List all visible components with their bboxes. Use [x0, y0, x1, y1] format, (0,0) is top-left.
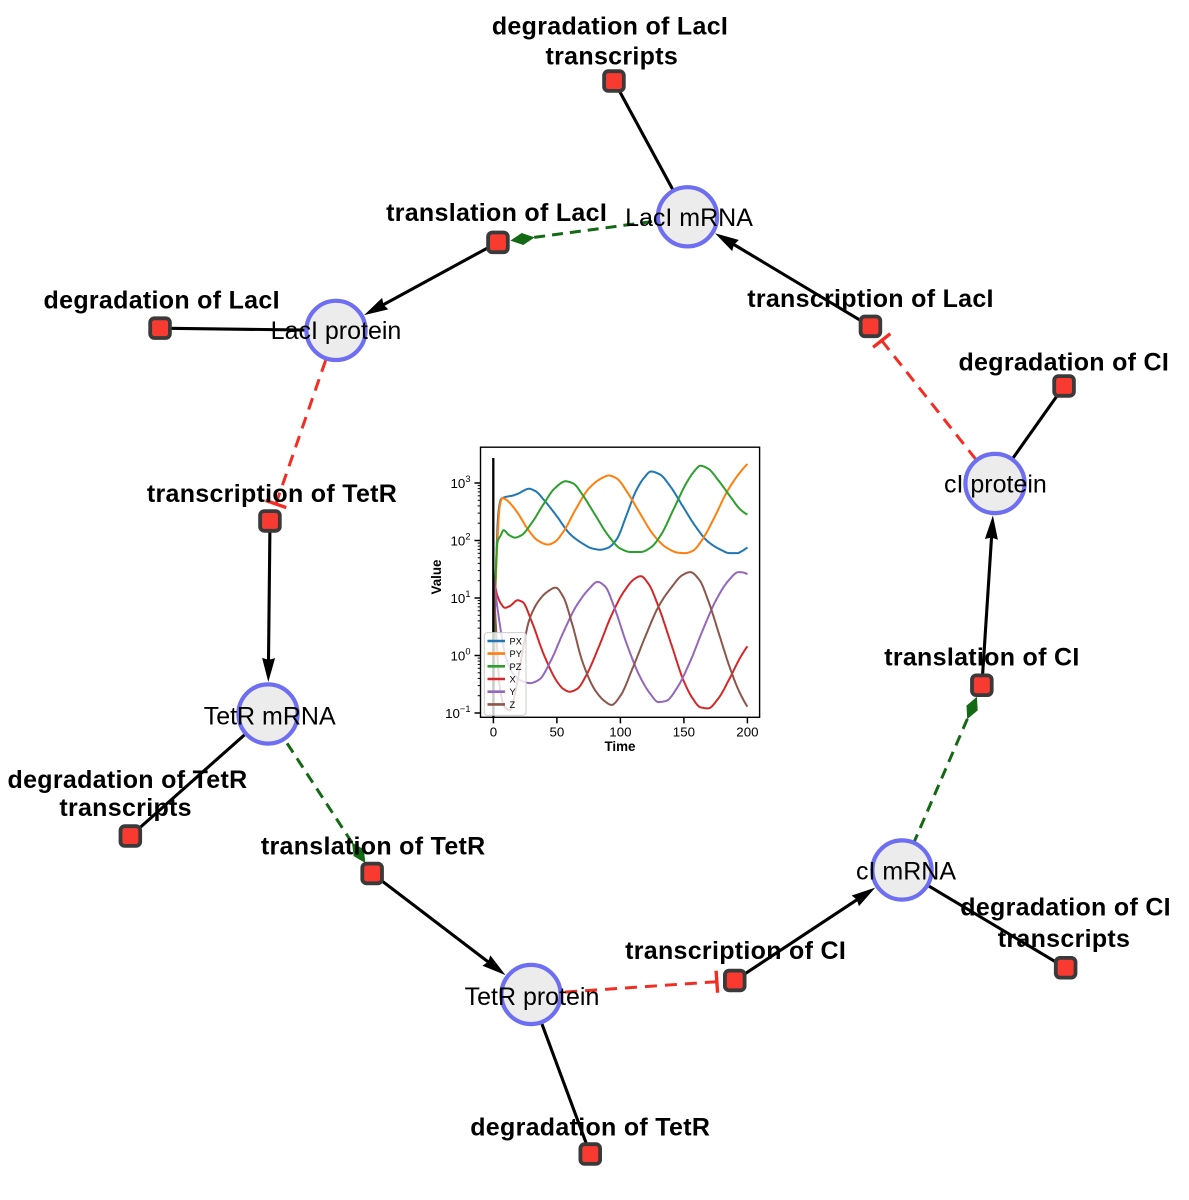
svg-text:Z: Z: [510, 700, 516, 710]
svg-text:Y: Y: [510, 687, 516, 697]
svg-text:degradation of CI: degradation of CI: [960, 894, 1171, 922]
svg-text:translation of LacI: translation of LacI: [386, 199, 607, 227]
svg-text:0: 0: [490, 725, 497, 740]
svg-text:cI protein: cI protein: [944, 471, 1047, 499]
svg-text:TetR protein: TetR protein: [465, 983, 600, 1011]
svg-text:degradation of LacI: degradation of LacI: [492, 12, 728, 40]
svg-text:PX: PX: [510, 637, 522, 647]
svg-text:150: 150: [673, 725, 695, 740]
svg-text:transcription of TetR: transcription of TetR: [147, 480, 397, 508]
svg-text:transcripts: transcripts: [59, 794, 192, 822]
svg-text:LacI mRNA: LacI mRNA: [625, 204, 753, 232]
svg-text:PY: PY: [510, 649, 522, 659]
svg-text:50: 50: [550, 725, 565, 740]
svg-text:degradation of TetR: degradation of TetR: [470, 1114, 710, 1142]
svg-text:degradation of LacI: degradation of LacI: [44, 286, 280, 314]
svg-text:degradation of TetR: degradation of TetR: [8, 766, 248, 794]
svg-text:translation of CI: translation of CI: [884, 644, 1079, 672]
svg-text:Time: Time: [604, 739, 635, 754]
svg-text:200: 200: [736, 725, 758, 740]
svg-text:degradation of CI: degradation of CI: [958, 348, 1169, 376]
svg-text:LacI protein: LacI protein: [271, 317, 402, 345]
svg-text:X: X: [510, 675, 516, 685]
svg-text:translation of TetR: translation of TetR: [261, 832, 486, 860]
svg-text:transcription of LacI: transcription of LacI: [747, 285, 994, 313]
svg-text:transcripts: transcripts: [998, 925, 1131, 953]
svg-text:cI mRNA: cI mRNA: [856, 858, 956, 886]
svg-text:Value: Value: [429, 560, 444, 595]
svg-text:PZ: PZ: [510, 662, 522, 672]
svg-text:100: 100: [609, 725, 631, 740]
svg-text:transcription of CI: transcription of CI: [625, 937, 846, 965]
svg-text:TetR mRNA: TetR mRNA: [204, 703, 336, 731]
svg-text:transcripts: transcripts: [546, 42, 679, 70]
